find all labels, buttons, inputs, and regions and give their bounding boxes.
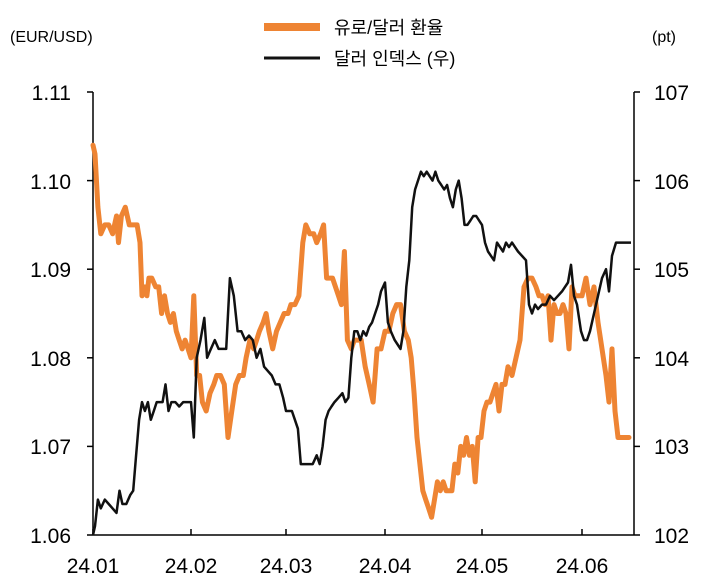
right-y-tick-label: 104 bbox=[654, 348, 689, 371]
x-tick-label: 24.02 bbox=[165, 555, 218, 578]
legend-label-dollar-index: 달러 인덱스 (우) bbox=[334, 49, 455, 69]
right-y-tick-label: 102 bbox=[654, 525, 689, 548]
legend-label-eurusd: 유로/달러 환율 bbox=[334, 18, 443, 38]
left-y-tick-label: 1.07 bbox=[30, 436, 71, 459]
x-tick-labels: 24.01 24.02 24.03 24.04 24.05 24.06 bbox=[67, 555, 609, 578]
left-y-tick-label: 1.09 bbox=[30, 259, 71, 282]
left-y-tick-labels: 1.06 1.07 1.08 1.09 1.10 1.11 bbox=[30, 82, 71, 548]
x-tick-label: 24.05 bbox=[456, 555, 509, 578]
x-tick-label: 24.06 bbox=[556, 555, 609, 578]
x-tick-label: 24.04 bbox=[359, 555, 412, 578]
left-axis-unit-label: (EUR/USD) bbox=[10, 29, 93, 46]
legend: 유로/달러 환율 달러 인덱스 (우) bbox=[264, 18, 455, 69]
right-y-tick-label: 103 bbox=[654, 436, 689, 459]
right-y-tick-label: 106 bbox=[654, 171, 689, 194]
left-y-tick-label: 1.10 bbox=[30, 171, 71, 194]
x-tick-label: 24.03 bbox=[260, 555, 313, 578]
eurusd-line bbox=[90, 142, 632, 520]
right-y-tick-labels: 102 103 104 105 106 107 bbox=[654, 82, 689, 548]
left-y-tick-label: 1.11 bbox=[32, 82, 71, 105]
left-y-tick-label: 1.06 bbox=[30, 525, 71, 548]
right-axis-unit-label: (pt) bbox=[652, 29, 676, 46]
right-y-tick-label: 107 bbox=[654, 82, 689, 105]
right-y-tick-label: 105 bbox=[654, 259, 689, 282]
x-tick-label: 24.01 bbox=[67, 555, 120, 578]
left-y-tick-label: 1.08 bbox=[30, 348, 71, 371]
dollar-index-line bbox=[91, 170, 631, 536]
